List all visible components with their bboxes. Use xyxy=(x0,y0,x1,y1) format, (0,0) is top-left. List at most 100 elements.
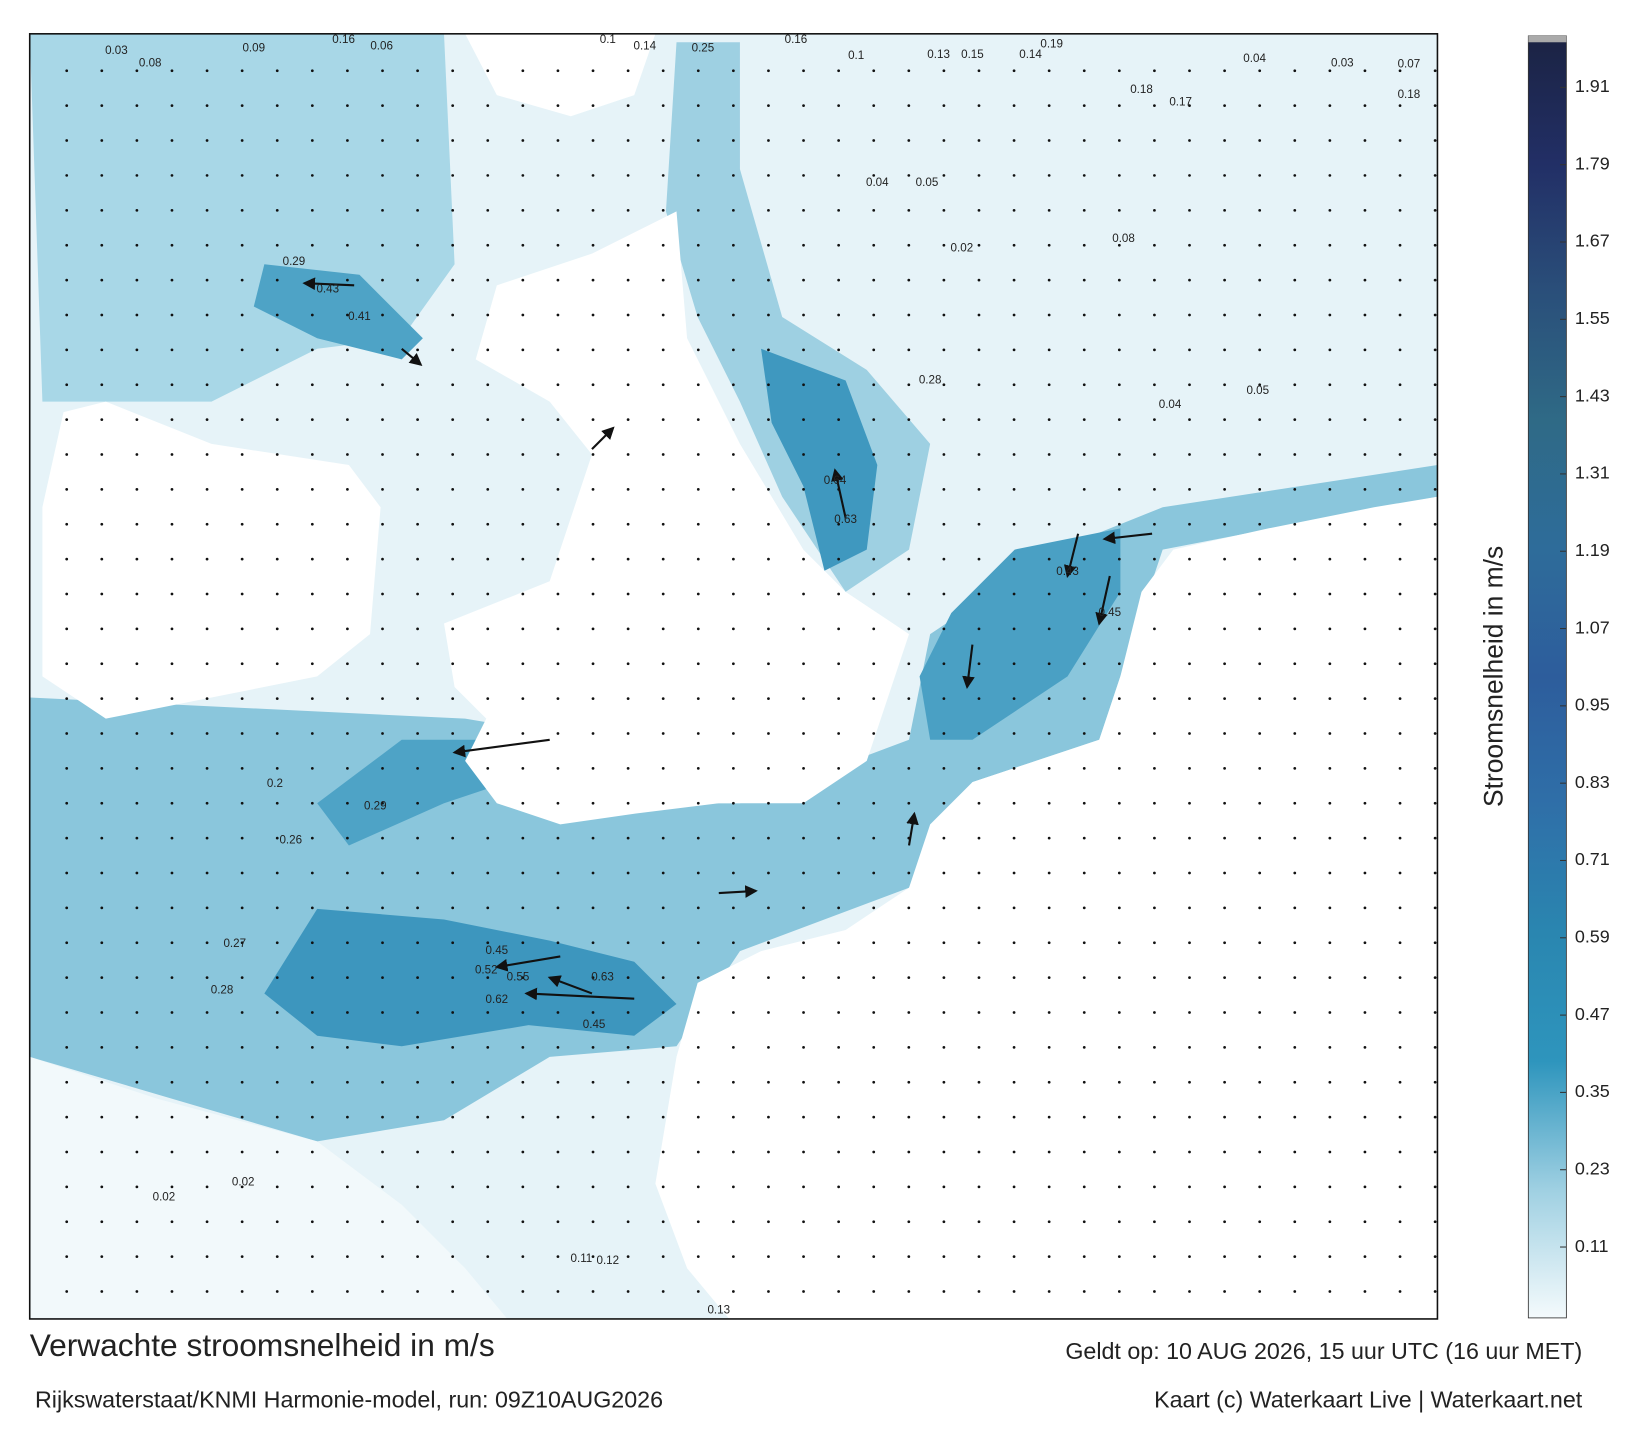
grid-dot xyxy=(1258,627,1262,631)
grid-dot xyxy=(556,348,560,352)
grid-dot xyxy=(346,1290,349,1293)
grid-dot xyxy=(767,1220,770,1224)
grid-dot xyxy=(135,243,139,247)
grid-dot xyxy=(100,313,104,317)
grid-dot xyxy=(1153,801,1156,805)
grid-dot xyxy=(767,1185,770,1189)
grid-dot xyxy=(1047,383,1051,387)
grid-dot xyxy=(1188,1255,1191,1258)
grid-dot xyxy=(731,1255,735,1258)
grid-dot xyxy=(696,697,700,700)
grid-dot xyxy=(1328,871,1332,875)
grid-dot xyxy=(486,801,490,805)
speed-label: 0.08 xyxy=(139,56,162,69)
grid-dot xyxy=(1117,1011,1121,1014)
grid-dot xyxy=(696,69,700,73)
grid-dot xyxy=(731,69,735,73)
arrow xyxy=(718,885,758,898)
grid-dot xyxy=(1328,243,1332,247)
grid-dot xyxy=(1117,383,1121,387)
grid-dot xyxy=(696,418,700,421)
grid-dot xyxy=(661,1220,665,1224)
grid-dot xyxy=(486,1255,490,1258)
grid-dot xyxy=(1012,1150,1016,1154)
grid-dot xyxy=(170,1080,174,1084)
grid-dot xyxy=(872,243,876,247)
speed-label: 0.11 xyxy=(571,1252,593,1265)
grid-dot xyxy=(1012,487,1016,491)
grid-dot xyxy=(1188,557,1191,561)
grid-dot xyxy=(65,1045,69,1049)
grid-dot xyxy=(731,348,735,352)
grid-dot xyxy=(381,104,384,108)
grid-dot xyxy=(451,732,455,735)
grid-dot xyxy=(100,871,104,875)
grid-dot xyxy=(942,697,946,700)
grid-dot xyxy=(977,313,981,317)
grid-dot xyxy=(1223,1185,1226,1189)
grid-dot xyxy=(486,348,490,352)
grid-dot xyxy=(977,104,981,108)
grid-dot xyxy=(977,1255,981,1258)
grid-dot xyxy=(626,627,630,631)
grid-dot xyxy=(310,278,314,282)
grid-dot xyxy=(135,69,139,73)
grid-dot xyxy=(626,348,630,352)
grid-dot xyxy=(767,278,770,282)
grid-dot xyxy=(1153,1011,1156,1014)
grid-dot xyxy=(1328,348,1332,352)
grid-dot xyxy=(275,941,279,945)
grid-dot xyxy=(1153,906,1156,910)
grid-dot xyxy=(521,627,525,631)
grid-dot xyxy=(310,174,314,177)
speed-label: 0.05 xyxy=(1246,384,1269,397)
grid-dot xyxy=(1223,732,1226,735)
grid-dot xyxy=(731,487,735,491)
grid-dot xyxy=(696,557,700,561)
grid-dot xyxy=(907,697,911,700)
grid-dot xyxy=(65,208,69,212)
grid-dot xyxy=(1433,697,1437,700)
grid-dot xyxy=(942,976,946,979)
grid-dot xyxy=(661,801,665,805)
grid-dot xyxy=(1047,766,1051,770)
grid-dot xyxy=(310,557,314,561)
grid-dot xyxy=(205,871,209,875)
grid-dot xyxy=(767,243,770,247)
grid-dot xyxy=(872,487,876,491)
grid-dot xyxy=(1433,348,1437,352)
grid-dot xyxy=(1363,1045,1367,1049)
grid-dot xyxy=(416,174,419,177)
grid-dot xyxy=(170,1045,174,1049)
grid-dot xyxy=(346,487,349,491)
grid-dot xyxy=(837,836,841,840)
grid-dot xyxy=(1188,418,1191,421)
grid-dot xyxy=(872,313,876,317)
grid-dot xyxy=(556,1080,560,1084)
grid-dot xyxy=(346,1045,349,1049)
grid-dot xyxy=(1153,836,1156,840)
grid-dot xyxy=(556,1290,560,1293)
grid-dot xyxy=(1082,592,1086,596)
speed-label: 0.2 xyxy=(267,777,283,790)
grid-dot xyxy=(1398,1185,1402,1189)
grid-dot xyxy=(731,1220,735,1224)
grid-dot xyxy=(731,976,735,979)
arrow xyxy=(547,975,593,995)
grid-dot xyxy=(1047,662,1051,666)
grid-dot xyxy=(65,522,69,526)
grid-dot xyxy=(1433,1011,1437,1014)
grid-dot xyxy=(346,697,349,700)
grid-dot xyxy=(731,662,735,666)
speed-label: 0.19 xyxy=(1040,37,1063,50)
grid-dot xyxy=(451,383,455,387)
grid-dot xyxy=(205,662,209,666)
grid-dot xyxy=(310,69,314,73)
grid-dot xyxy=(100,592,104,596)
grid-dot xyxy=(591,139,595,142)
grid-dot xyxy=(872,662,876,666)
grid-dot xyxy=(907,278,911,282)
grid-dot xyxy=(977,627,981,631)
grid-dot xyxy=(1433,1185,1437,1189)
grid-dot xyxy=(1223,278,1226,282)
